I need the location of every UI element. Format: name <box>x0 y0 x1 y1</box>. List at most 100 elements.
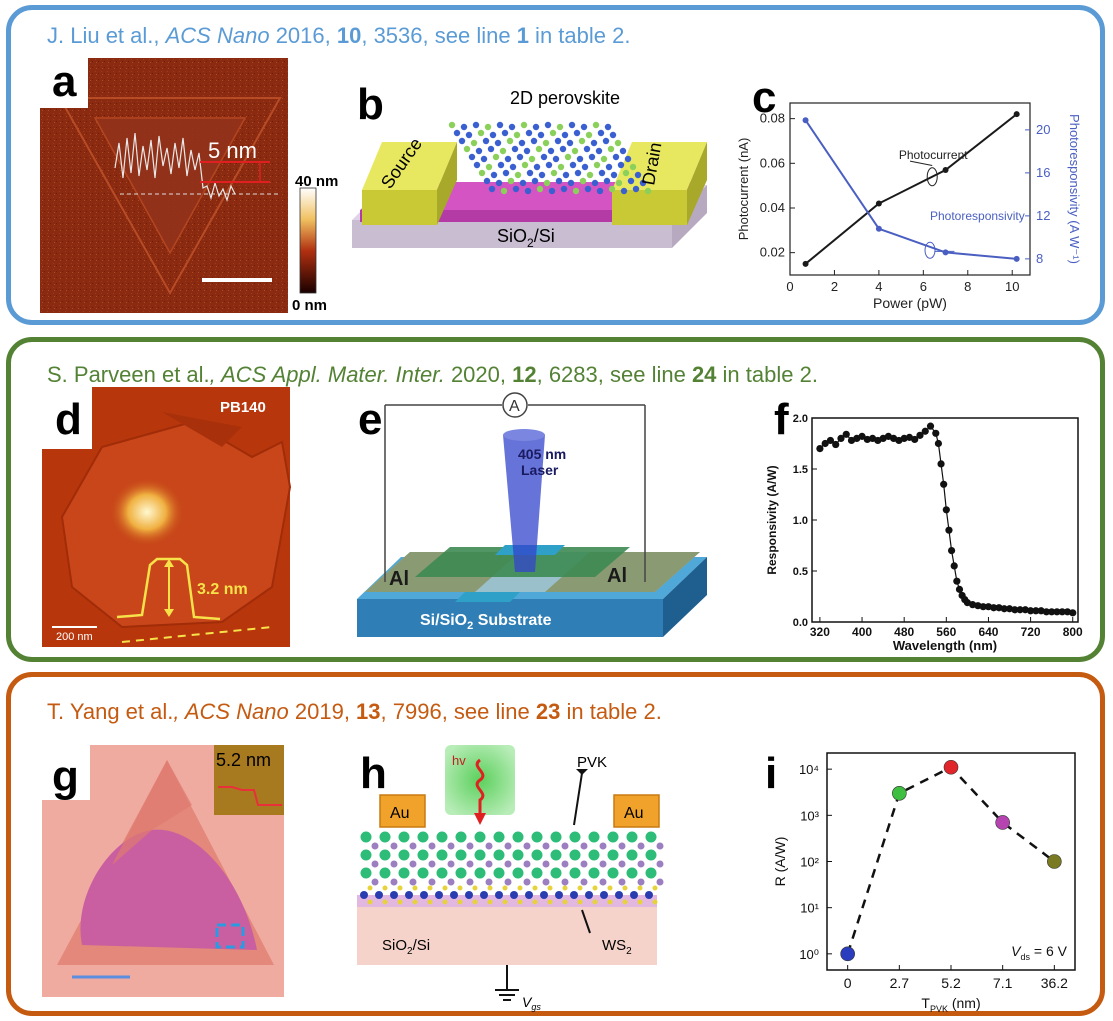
y2-axis-label: Photoresponsivity (A W⁻¹) <box>1067 114 1082 264</box>
citation-volume: 10 <box>336 23 362 48</box>
series-line-0 <box>804 113 1018 265</box>
scale-bar-label: 200 nm <box>56 631 93 643</box>
data-point <box>1048 608 1056 616</box>
panel-letter-c: c <box>752 73 777 122</box>
x-tick-label: 10 <box>1005 279 1019 294</box>
panel-letter-b: b <box>357 80 384 129</box>
data-point <box>858 432 866 440</box>
ws2-label: WS2 <box>602 937 632 957</box>
x-tick-label: 36.2 <box>1041 975 1068 991</box>
series-label: Photocurrent <box>899 148 968 162</box>
series-marker <box>924 241 936 259</box>
citation-suffix: in table 2. <box>716 362 818 387</box>
citation-volume: 12 <box>512 362 537 387</box>
citation-1: J. Liu et al., ACS Nano 2016, 10, 3536, … <box>47 23 630 49</box>
y2-tick-label: 8 <box>1036 251 1043 266</box>
y-tick-label: 1.0 <box>793 515 808 527</box>
figure-d: PB140 3.2 nm 200 nm <box>42 387 292 647</box>
x-tick-label: 8 <box>964 279 971 294</box>
laser-label: Laser <box>521 462 559 478</box>
y-tick-label: 0.06 <box>760 155 785 170</box>
citation-year: 2016, <box>269 23 337 48</box>
data-point <box>911 435 919 444</box>
x-axis-label: TPVK (nm) <box>921 995 980 1014</box>
panel-letter-d: d <box>55 395 82 444</box>
x-tick-label: 0 <box>844 975 852 991</box>
data-point <box>842 430 850 438</box>
laser-wavelength: 405 nm <box>518 446 566 462</box>
y-tick-label: 2.0 <box>793 413 808 425</box>
height-label: 3.2 nm <box>197 581 248 598</box>
data-point <box>955 585 964 593</box>
data-point <box>934 439 943 448</box>
figure-a: 5 nm 40 nm 0 nm <box>40 58 338 314</box>
y-tick-label: 10¹ <box>800 901 819 916</box>
citation-pages: , 7996, see line <box>380 699 536 724</box>
step-height-label: 5 nm <box>208 138 257 163</box>
inset-height-label: 5.2 nm <box>216 750 271 770</box>
data-point <box>821 439 829 448</box>
y-axis-label: Responsivity (A/W) <box>765 465 779 574</box>
data-point <box>995 815 1010 830</box>
data-point <box>832 440 840 449</box>
series-line <box>846 765 1056 955</box>
y-tick-label: 1.5 <box>793 464 808 476</box>
y-axis-label: Photocurrent (nA) <box>736 138 751 241</box>
substrate-label: SiO2/Si <box>382 937 430 957</box>
chart-f: 320 400 480 560 640 720 800 0.0 0.5 1.0 1.5 2.0 Wave… <box>765 413 1083 653</box>
data-point <box>875 225 882 232</box>
x-tick-label: 0 <box>786 279 793 294</box>
y-tick-label: 0.02 <box>760 245 785 260</box>
data-point <box>1042 608 1050 616</box>
y-tick-label: 10⁰ <box>799 947 819 962</box>
left-contact-label: Al <box>389 568 409 590</box>
data-point <box>1000 605 1008 613</box>
series-marker <box>926 167 938 187</box>
colorbar <box>299 187 317 294</box>
x-tick-label: 800 <box>1063 625 1083 639</box>
annotation: Vds = 6 V <box>1011 943 1067 962</box>
plot-frame <box>789 102 1031 276</box>
chart-i: 0 2.7 5.2 7.1 36.2 10⁰ 10¹ 10² 10³ 10⁴ TPVK (nm) R … <box>772 752 1076 1014</box>
y-tick-label: 0.08 <box>760 111 785 126</box>
y-tick-label: 0.0 <box>793 617 808 629</box>
data-point <box>1058 608 1066 616</box>
figure-g: 5.2 nm <box>42 745 284 997</box>
citation-journal: ACS Appl. Mater. Inter. <box>221 362 445 387</box>
substrate-label: SiO2/Si <box>497 226 555 250</box>
data-point <box>1013 111 1020 118</box>
panel-letter-a: a <box>52 57 77 106</box>
y-tick-label: 10⁴ <box>799 762 819 777</box>
citation-line: 23 <box>535 699 561 724</box>
x-tick-label: 320 <box>810 625 830 639</box>
au-left-electrode <box>379 794 426 828</box>
citation-suffix: in table 2. <box>560 699 662 724</box>
data-point <box>942 167 949 174</box>
data-point <box>942 249 949 256</box>
data-point <box>840 946 855 962</box>
citation-pages: , 3536, see line <box>361 23 517 48</box>
x-tick-label: 400 <box>852 625 872 639</box>
citation-authors: S. Parveen et al. <box>47 362 210 387</box>
data-point <box>1011 606 1019 614</box>
data-point <box>945 526 953 534</box>
y-tick-label: 0.04 <box>760 200 785 215</box>
panel-letter-h: h <box>360 749 387 798</box>
y-tick-label: 10² <box>800 855 819 870</box>
x-tick-label: 560 <box>936 625 956 639</box>
citation-3: T. Yang et al., ACS Nano 2019, 13, 7996,… <box>47 699 662 725</box>
gate-voltage-label: Vgs <box>522 994 541 1012</box>
laser-beam <box>503 435 545 572</box>
panel-letter-g: g <box>52 752 79 801</box>
citation-authors: T. Yang et al. <box>47 699 174 724</box>
y2-tick-label: 16 <box>1036 165 1050 180</box>
pvk-label: PVK <box>577 754 607 771</box>
data-point <box>1032 607 1040 615</box>
data-point <box>1016 606 1024 614</box>
photon-label: hv <box>452 753 466 768</box>
x-tick-label: 720 <box>1021 625 1041 639</box>
data-point <box>937 460 945 468</box>
citation-year: 2020, <box>444 362 513 387</box>
y-tick-label: 0.5 <box>793 566 808 578</box>
citation-line: 1 <box>516 23 529 48</box>
